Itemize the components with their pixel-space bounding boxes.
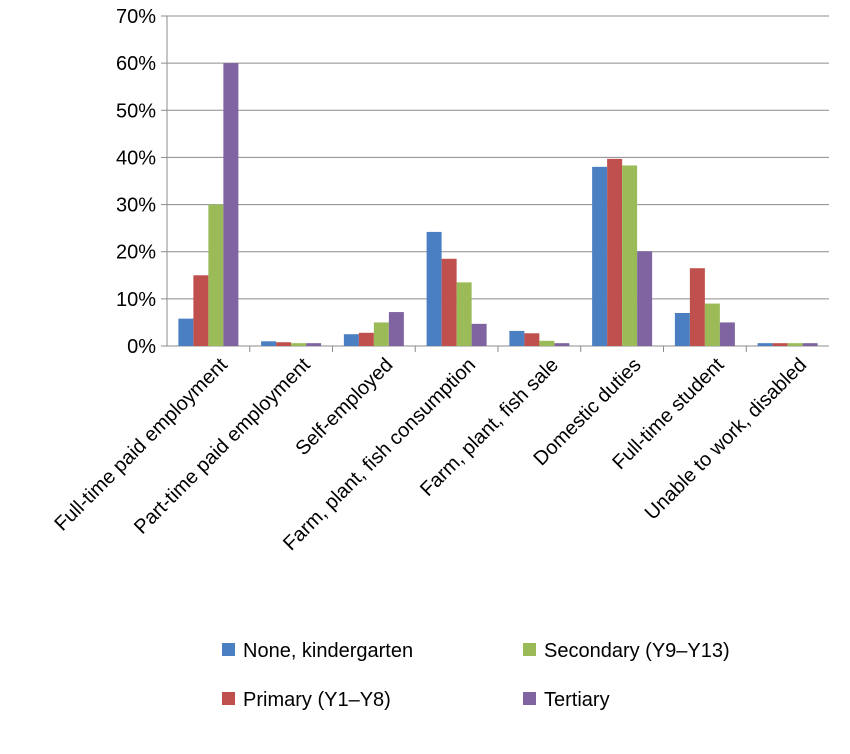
- bar: [343, 334, 359, 346]
- bar: [719, 322, 735, 346]
- x-tick-label: Unable to work, disabled: [641, 354, 811, 524]
- bar: [607, 158, 623, 346]
- bar: [261, 341, 277, 346]
- y-tick-label: 70%: [116, 6, 156, 28]
- bar: [223, 63, 239, 347]
- bar: [291, 343, 307, 346]
- legend-swatch: [222, 692, 235, 705]
- bar: [674, 313, 690, 346]
- y-tick-label: 20%: [116, 242, 156, 264]
- legend-label: Secondary (Y9–Y13): [544, 640, 730, 662]
- bar: [509, 330, 525, 346]
- y-tick-labels: 0% 10% 20% 30% 40% 50% 60% 70%: [116, 6, 156, 358]
- legend-item: Primary (Y1–Y8): [222, 689, 391, 711]
- bar: [358, 332, 374, 346]
- bar: [622, 165, 638, 346]
- legend-item: None, kindergarten: [222, 640, 413, 662]
- bar: [471, 323, 487, 346]
- legend-label: Tertiary: [544, 689, 610, 711]
- bar: [592, 166, 608, 346]
- x-tick-label: Full-time paid employment: [51, 354, 233, 536]
- bar: [276, 342, 292, 346]
- legend-label: Primary (Y1–Y8): [243, 689, 391, 711]
- bar: [772, 343, 788, 346]
- legend-item: Secondary (Y9–Y13): [523, 640, 730, 662]
- legend-label: None, kindergarten: [243, 640, 413, 662]
- bar: [637, 251, 653, 346]
- legend-item: Tertiary: [523, 689, 610, 711]
- bar: [373, 322, 389, 346]
- bar: [426, 231, 442, 346]
- bar: [704, 303, 720, 346]
- y-tick-label: 30%: [116, 195, 156, 217]
- bar: [689, 268, 705, 346]
- legend-swatch: [523, 643, 536, 656]
- y-tick-label: 40%: [116, 147, 156, 169]
- bars: [178, 63, 818, 347]
- bar: [178, 318, 194, 346]
- bar: [787, 343, 803, 346]
- y-tick-label: 0%: [127, 336, 156, 358]
- legend: None, kindergarten Secondary (Y9–Y13) Prim…: [222, 640, 730, 711]
- bar: [208, 204, 224, 346]
- bar: [441, 258, 457, 346]
- bar: [802, 343, 818, 346]
- legend-swatch: [523, 692, 536, 705]
- bar: [388, 312, 404, 346]
- y-tick-label: 60%: [116, 53, 156, 75]
- gridlines: [167, 15, 829, 300]
- bar: [524, 333, 540, 346]
- bar: [456, 282, 472, 346]
- y-tick-label: 50%: [116, 100, 156, 122]
- x-tick-label: Farm, plant, fish sale: [416, 354, 563, 501]
- bar: [193, 275, 209, 346]
- bar: [554, 343, 570, 346]
- bar: [757, 343, 773, 346]
- y-tick-label: 10%: [116, 289, 156, 311]
- legend-swatch: [222, 643, 235, 656]
- bar: [539, 340, 555, 346]
- x-tick-label: Part-time paid employment: [130, 354, 315, 539]
- axes: [161, 15, 829, 352]
- bar: [306, 343, 322, 346]
